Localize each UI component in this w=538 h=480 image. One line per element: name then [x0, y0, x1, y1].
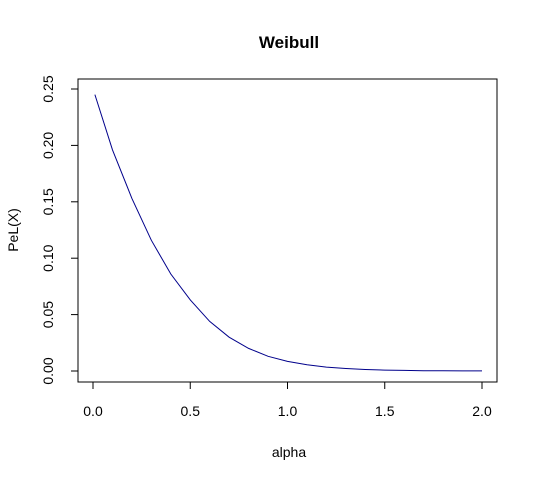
y-tick-label: 0.00 — [40, 357, 56, 384]
x-tick-label: 1.0 — [278, 403, 298, 419]
x-axis: 0.0 0.5 1.0 1.5 2.0 — [83, 381, 492, 419]
y-tick-label: 0.10 — [40, 244, 56, 271]
y-axis: 0.00 0.05 0.10 0.15 0.20 0.25 — [40, 75, 79, 385]
series-line — [94, 94, 482, 372]
x-tick-label: 0.5 — [181, 403, 201, 419]
y-tick-label: 0.25 — [40, 75, 56, 102]
chart-title: Weibull — [259, 33, 319, 52]
series-layer — [94, 94, 482, 372]
plot-frame — [77, 78, 498, 383]
y-tick-label: 0.15 — [40, 188, 56, 215]
x-tick-label: 1.5 — [375, 403, 395, 419]
y-tick-label: 0.20 — [40, 132, 56, 159]
x-tick-label: 2.0 — [472, 403, 492, 419]
x-axis-label: alpha — [272, 444, 306, 460]
x-tick-label: 0.0 — [83, 403, 103, 419]
y-axis-label: PeL(X) — [5, 208, 21, 252]
y-tick-label: 0.05 — [40, 301, 56, 328]
